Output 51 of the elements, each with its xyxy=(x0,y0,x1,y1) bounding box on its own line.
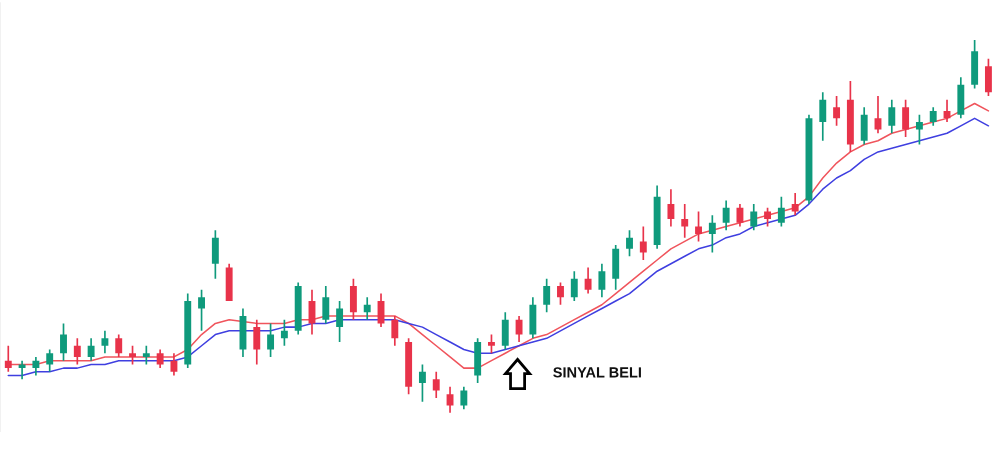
candlestick xyxy=(543,277,551,314)
candlestick xyxy=(280,318,288,347)
candlestick xyxy=(557,281,564,306)
candlestick xyxy=(460,385,468,410)
candlestick xyxy=(902,98,910,138)
candlestick xyxy=(391,315,399,347)
candlestick xyxy=(418,363,426,403)
candlestick xyxy=(626,229,633,258)
candlestick xyxy=(32,356,40,377)
candlestick xyxy=(87,337,95,362)
candlestick xyxy=(915,113,923,146)
candlestick xyxy=(750,203,758,232)
candlestick xyxy=(253,318,261,366)
candlestick xyxy=(60,322,67,362)
annotation: SINYAL BELI xyxy=(553,367,641,378)
candlestick xyxy=(170,352,178,377)
candlestick xyxy=(115,333,123,358)
candlestick xyxy=(791,192,799,217)
candlestick xyxy=(46,348,54,373)
candlestick xyxy=(363,296,371,321)
candlestick xyxy=(129,344,136,366)
candlestick xyxy=(322,285,330,325)
candlestick xyxy=(142,344,150,366)
candlestick xyxy=(695,210,702,243)
candlestick xyxy=(156,348,164,369)
candlestick xyxy=(708,214,716,254)
candlestick xyxy=(764,206,772,228)
candlestick xyxy=(888,98,896,135)
candlestick xyxy=(639,225,647,261)
candlestick xyxy=(598,262,606,299)
candlestick xyxy=(777,195,785,228)
candlestick xyxy=(336,300,344,343)
candlestick xyxy=(432,371,440,399)
candlestick xyxy=(4,344,12,373)
candlestick xyxy=(833,95,841,127)
candlestick xyxy=(73,337,81,366)
candlestick xyxy=(570,270,578,302)
candlestick xyxy=(667,188,675,228)
candlestick xyxy=(584,266,592,295)
candlestick xyxy=(819,91,827,142)
candlestick xyxy=(267,322,275,358)
candlestick xyxy=(722,199,730,232)
candlestick xyxy=(515,315,523,343)
candlestick xyxy=(198,289,205,332)
candlestick xyxy=(736,203,744,228)
candlestick xyxy=(681,203,689,239)
candlestick xyxy=(488,333,495,355)
candlestick xyxy=(929,106,937,127)
candlestick xyxy=(18,359,26,381)
candlestick xyxy=(874,95,882,135)
candlestick xyxy=(101,330,109,355)
